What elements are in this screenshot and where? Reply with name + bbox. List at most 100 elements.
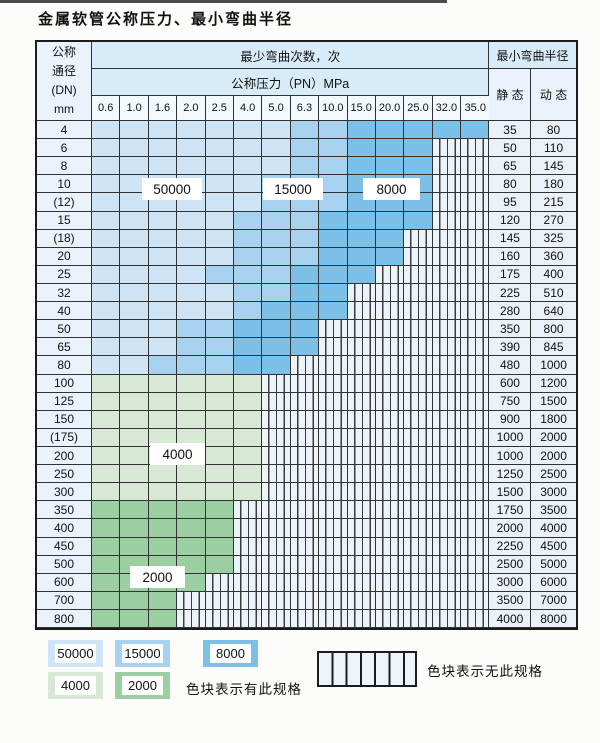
no-spec-cell <box>432 519 462 538</box>
dn-cell: 400 <box>37 519 92 538</box>
no-spec-cell <box>205 609 234 629</box>
spec-cell <box>148 211 178 230</box>
spec-cell <box>92 537 121 556</box>
spec-cell <box>92 247 121 266</box>
spec-cell <box>290 320 320 339</box>
spec-cell <box>290 283 320 303</box>
spec-cell <box>205 483 234 502</box>
spec-cell <box>177 519 206 538</box>
no-spec-cell <box>375 283 405 303</box>
no-spec-cell <box>404 483 433 502</box>
header-dynamic: 动 态 <box>531 69 576 121</box>
spec-cell <box>120 428 149 447</box>
header-dn-line: (DN) <box>51 83 77 97</box>
dynamic-radius-cell: 400 <box>531 265 576 284</box>
pressure-col-header: 6.3 <box>290 96 320 121</box>
dn-cell: 125 <box>37 392 92 411</box>
legend-swatch: 2000 <box>115 672 170 699</box>
spec-cell <box>404 157 433 176</box>
spec-cell <box>92 193 121 212</box>
no-spec-cell <box>262 392 291 411</box>
dn-cell: 200 <box>37 446 92 466</box>
no-spec-cell <box>404 428 433 447</box>
spec-cell <box>233 121 263 140</box>
no-spec-cell <box>432 374 462 393</box>
spec-cell <box>290 157 320 176</box>
dynamic-radius-cell: 215 <box>531 193 576 212</box>
spec-cell <box>148 157 178 176</box>
spec-cell <box>92 392 121 411</box>
static-radius-cell: 80 <box>489 175 532 194</box>
static-radius-cell: 900 <box>489 410 532 429</box>
dynamic-radius-cell: 8000 <box>531 609 576 629</box>
spec-cell <box>148 229 178 248</box>
spec-cell <box>233 175 263 194</box>
spec-cell <box>120 392 149 411</box>
dn-cell: 25 <box>37 265 92 284</box>
static-radius-cell: 1250 <box>489 465 532 484</box>
spec-cell <box>233 465 263 484</box>
no-spec-cell <box>432 338 462 357</box>
static-radius-cell: 480 <box>489 356 532 375</box>
spec-cell <box>233 428 263 447</box>
no-spec-cell <box>319 501 348 520</box>
no-spec-cell <box>375 591 405 610</box>
dn-cell: 350 <box>37 501 92 520</box>
spec-cell <box>375 211 405 230</box>
no-spec-cell <box>347 410 376 429</box>
legend-no-spec-text: 色块表示无此规格 <box>427 664 543 679</box>
no-spec-cell <box>262 609 291 629</box>
spec-cell <box>319 302 348 321</box>
spec-cell <box>120 356 149 375</box>
no-spec-cell <box>404 591 433 610</box>
dn-cell: 100 <box>37 374 92 393</box>
spec-cell <box>290 265 320 284</box>
spec-cell <box>347 121 376 140</box>
dn-cell: 800 <box>37 609 92 629</box>
no-spec-cell <box>461 609 490 629</box>
header-min-bend-cycles: 最少弯曲次数，次 <box>92 42 490 69</box>
no-spec-cell <box>375 392 405 411</box>
legend-swatch-label: 50000 <box>55 644 96 663</box>
static-radius-cell: 2250 <box>489 537 532 556</box>
no-spec-cell <box>461 410 490 429</box>
spec-cell <box>148 338 178 357</box>
dn-cell: 50 <box>37 320 92 339</box>
no-spec-cell <box>319 465 348 484</box>
spec-cell <box>120 501 149 520</box>
spec-cell <box>205 501 234 520</box>
header-dn: 公称 通径 (DN) mm <box>37 42 92 121</box>
pressure-col-header: 20.0 <box>375 96 405 121</box>
no-spec-cell <box>347 591 376 610</box>
spec-cell <box>262 121 291 140</box>
spec-cell <box>262 320 291 339</box>
no-spec-cell <box>262 573 291 592</box>
spec-cell <box>233 139 263 158</box>
static-radius-cell: 1000 <box>489 446 532 466</box>
no-spec-cell <box>461 139 490 158</box>
no-spec-cell <box>432 193 462 212</box>
spec-cell <box>120 374 149 393</box>
spec-cell <box>148 121 178 140</box>
no-spec-cell <box>375 555 405 574</box>
no-spec-cell <box>461 247 490 266</box>
no-spec-cell <box>290 573 320 592</box>
spec-cell <box>205 338 234 357</box>
no-spec-cell <box>375 356 405 375</box>
no-spec-cell <box>375 320 405 339</box>
spec-cell <box>205 211 234 230</box>
no-spec-cell <box>432 555 462 574</box>
spec-cell <box>375 121 405 140</box>
no-spec-cell <box>432 465 462 484</box>
dn-cell: (175) <box>37 428 92 447</box>
spec-cell <box>375 139 405 158</box>
no-spec-cell <box>432 410 462 429</box>
spec-cell <box>205 157 234 176</box>
spec-cell <box>205 537 234 556</box>
static-radius-cell: 4000 <box>489 609 532 629</box>
no-spec-cell <box>375 609 405 629</box>
no-spec-cell <box>461 537 490 556</box>
no-spec-cell <box>319 609 348 629</box>
spec-cell <box>92 229 121 248</box>
no-spec-cell <box>461 338 490 357</box>
